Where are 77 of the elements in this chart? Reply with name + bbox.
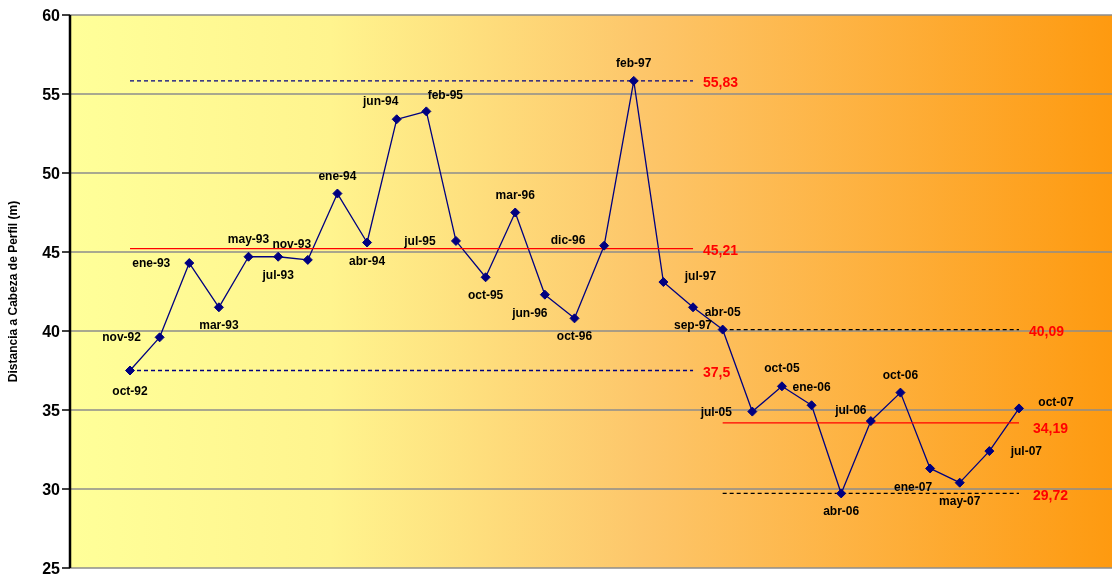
point [480, 272, 491, 283]
point [569, 313, 580, 324]
annotation: jul-97 [683, 269, 717, 284]
annotation: mar-93 [199, 318, 239, 333]
annotation: ene-07 [894, 480, 933, 495]
point [510, 207, 521, 218]
point [599, 240, 610, 251]
annotation: abr-94 [349, 253, 386, 268]
annotation: 40,09 [1029, 322, 1065, 339]
point [984, 446, 995, 457]
annotation: jun-96 [511, 305, 548, 320]
point [125, 365, 135, 376]
point [747, 406, 758, 417]
point [273, 251, 284, 262]
point [806, 400, 817, 411]
annotation: oct-06 [882, 367, 919, 382]
annotation: ene-06 [792, 380, 831, 395]
point [717, 324, 728, 335]
annotation: jun-94 [362, 94, 399, 109]
point [895, 387, 906, 398]
annotation: 55,83 [703, 73, 739, 90]
annotation: dic-96 [550, 232, 586, 247]
annotation: abr-05 [704, 304, 741, 319]
annotation: oct-95 [467, 288, 504, 303]
point [184, 258, 195, 269]
y-tick-label: 25 [42, 559, 61, 577]
point [243, 251, 254, 262]
point [421, 106, 432, 117]
annotation: nov-93 [272, 236, 312, 251]
annotation: 45,21 [703, 241, 739, 258]
point [332, 188, 343, 199]
point [1014, 403, 1024, 414]
point [688, 302, 699, 313]
y-tick-label: 35 [42, 401, 61, 419]
annotation: oct-05 [764, 361, 800, 376]
annotation: jul-07 [1009, 444, 1043, 459]
y-tick-label: 60 [42, 6, 61, 24]
annotation: jul-93 [261, 267, 295, 282]
annotation: 29,72 [1033, 487, 1069, 504]
annotation: may-07 [939, 493, 981, 508]
text: oct-07 [1038, 395, 1074, 410]
point [865, 416, 876, 427]
annotation: sep-97 [674, 318, 713, 333]
point [954, 477, 965, 488]
annotation: nov-92 [102, 330, 142, 345]
point [154, 332, 165, 343]
y-tick-label: 45 [42, 243, 61, 261]
point [776, 381, 787, 392]
point [539, 289, 550, 300]
annotation: jul-95 [403, 233, 436, 248]
point [213, 302, 224, 313]
y-axis-title: Distancia a Cabeza de Perfil (m) [6, 200, 21, 383]
point [362, 237, 373, 248]
annotation: feb-97 [616, 55, 652, 70]
point [925, 463, 936, 474]
annotation: 37,5 [703, 363, 731, 380]
annotation: feb-95 [427, 88, 464, 103]
annotation: abr-06 [823, 504, 860, 519]
y-tick-label: 50 [42, 164, 61, 182]
point [658, 277, 669, 288]
point [450, 235, 461, 246]
annotation: may-93 [227, 231, 270, 246]
annotation: jul-06 [834, 403, 867, 418]
annotation: oct-92 [112, 383, 148, 398]
point [391, 114, 402, 125]
annotation: ene-93 [132, 256, 171, 271]
annotation: mar-96 [495, 187, 536, 202]
y-tick-label: 30 [42, 480, 61, 498]
annotation: 34,19 [1033, 419, 1069, 436]
y-tick-label: 40 [42, 322, 61, 340]
point [302, 254, 313, 265]
annotation: jul-05 [699, 404, 733, 419]
point [628, 75, 639, 86]
y-tick-label: 55 [42, 85, 61, 103]
annotation: ene-94 [318, 168, 357, 183]
point [836, 488, 847, 499]
annotation: oct-96 [556, 329, 593, 344]
